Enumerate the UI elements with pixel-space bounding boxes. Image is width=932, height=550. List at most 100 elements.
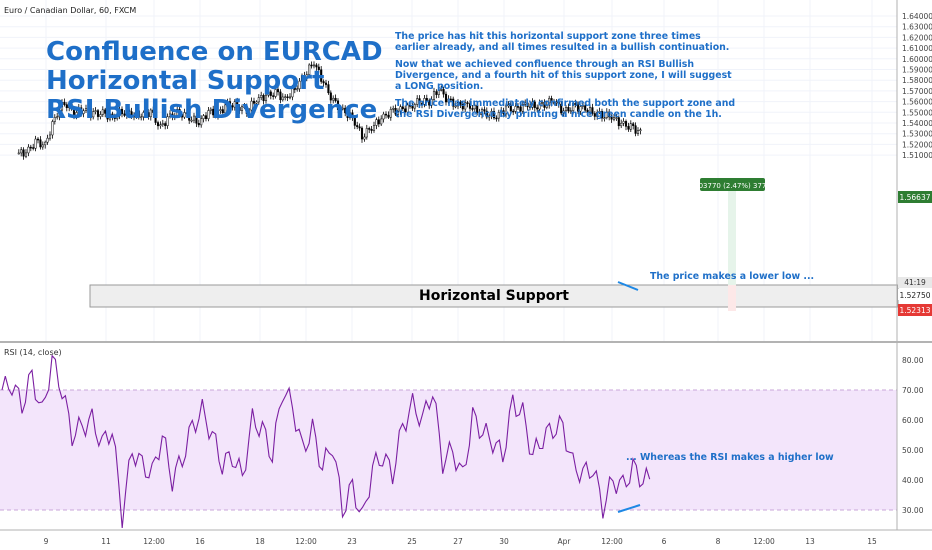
note-line: a LONG position. — [395, 81, 483, 92]
candle-body — [637, 131, 639, 134]
candle-body — [630, 124, 632, 130]
position-tool-label[interactable]: 0.03770 (2.47%) 377.0 — [692, 178, 773, 191]
candle-body — [23, 150, 25, 156]
current-price-badge: 1.52750 — [898, 289, 932, 300]
note-line: The price has hit this horizontal suppor… — [395, 31, 701, 42]
time-tick-label: 12:00 — [143, 537, 165, 546]
candle-body — [20, 150, 22, 153]
price-tick-label: 1.64000 — [902, 12, 932, 21]
price-tick-label: 1.62000 — [902, 33, 932, 42]
candle-body — [49, 135, 51, 138]
candle-body — [632, 124, 634, 126]
candle-body — [628, 126, 630, 129]
time-tick-label: 12:00 — [601, 537, 623, 546]
position-loss-zone — [728, 285, 736, 311]
support-zone-label: Horizontal Support — [419, 288, 569, 304]
candle-body — [378, 120, 380, 124]
time-tick-label: 27 — [453, 537, 463, 546]
target-price-badge: 1.56637 — [898, 191, 932, 203]
candle-body — [436, 92, 438, 95]
headline-line-3: RSI Bullish Divergence — [46, 95, 377, 125]
note-line: Now that we achieved confluence through … — [395, 59, 694, 70]
price-tick-label: 1.56000 — [902, 98, 932, 107]
rsi-title[interactable]: RSI (14, close) — [4, 348, 62, 357]
target-price-text: 1.56637 — [899, 193, 930, 202]
chart-canvas[interactable]: 0.03770 (2.47%) 377.0 Confluence on EURC… — [0, 0, 932, 550]
price-tick-label: 1.57000 — [902, 87, 932, 96]
time-tick-label: 11 — [101, 537, 111, 546]
candle-body — [28, 147, 30, 153]
candle-body — [385, 114, 387, 115]
candle-body — [366, 128, 368, 137]
candle-body — [359, 127, 361, 128]
price-tick-label: 1.63000 — [902, 23, 932, 32]
countdown-text: 41:19 — [904, 278, 926, 287]
analysis-notes: The price has hit this horizontal suppor… — [395, 31, 735, 120]
candle-body — [42, 145, 44, 147]
rsi-tick-label: 80.00 — [902, 356, 924, 365]
candle-body — [392, 108, 394, 109]
candle-body — [361, 128, 363, 139]
candle-body — [635, 126, 637, 134]
current-price-text: 1.52750 — [899, 291, 930, 300]
candle-body — [625, 121, 627, 126]
price-tick-label: 1.51000 — [902, 151, 932, 160]
time-tick-label: 30 — [499, 537, 509, 546]
candle-body — [390, 109, 392, 117]
candle-body — [364, 137, 366, 139]
candle-body — [40, 140, 42, 147]
candle-body — [18, 153, 20, 154]
symbol-title[interactable]: Euro / Canadian Dollar, 60, FXCM — [4, 6, 136, 15]
candle-body — [640, 130, 642, 131]
candle-body — [325, 83, 327, 85]
position-tool-text: 0.03770 (2.47%) 377.0 — [692, 182, 773, 190]
candle-body — [373, 125, 375, 130]
rsi-tick-label: 70.00 — [902, 386, 924, 395]
price-tick-label: 1.60000 — [902, 55, 932, 64]
time-tick-label: 13 — [805, 537, 815, 546]
time-tick-label: 18 — [255, 537, 265, 546]
time-tick-label: 25 — [407, 537, 417, 546]
candle-body — [47, 138, 49, 142]
headline-line-2: Horizontal Support — [46, 66, 324, 96]
headline-line-1: Confluence on EURCAD — [46, 37, 383, 67]
time-tick-label: 16 — [195, 537, 205, 546]
candle-body — [32, 148, 34, 149]
candle-body — [356, 125, 358, 126]
time-tick-label: 23 — [347, 537, 357, 546]
countdown-badge: 41:19 — [898, 277, 932, 288]
time-tick-label: 6 — [662, 537, 667, 546]
candle-body — [371, 129, 373, 130]
price-tick-label: 1.54000 — [902, 119, 932, 128]
note-line: Divergence, and a fourth hit of this sup… — [395, 70, 732, 81]
rsi-band — [0, 390, 897, 510]
stop-price-text: 1.52313 — [899, 306, 930, 315]
rsi-tick-label: 50.00 — [902, 446, 924, 455]
time-axis[interactable]: 9 11 12:00 16 18 12:00 23 25 27 30 Apr 12:00 6 8 12:00… — [44, 537, 877, 546]
candle-body — [388, 115, 390, 117]
price-tick-label: 1.53000 — [902, 130, 932, 139]
stop-price-badge: 1.52313 — [898, 304, 932, 316]
note-line: The price has immediately confirmed both… — [395, 98, 735, 109]
candle-body — [25, 153, 27, 156]
candle-body — [368, 128, 370, 129]
rsi-tick-label: 40.00 — [902, 476, 924, 485]
candle-body — [380, 119, 382, 124]
rsi-axis[interactable]: 80.00 70.00 60.00 50.00 40.00 30.00 — [902, 356, 924, 515]
candle-body — [37, 139, 39, 140]
rsi-tick-label: 30.00 — [902, 506, 924, 515]
time-tick-label: 15 — [867, 537, 877, 546]
price-tick-label: 1.58000 — [902, 76, 932, 85]
candle-body — [328, 85, 330, 93]
note-line: the RSI Divergence by printing a nice gr… — [395, 109, 722, 120]
time-tick-label: 12:00 — [295, 537, 317, 546]
time-tick-label: 8 — [716, 537, 721, 546]
price-tick-label: 1.55000 — [902, 108, 932, 117]
price-tick-label: 1.59000 — [902, 66, 932, 75]
candle-body — [35, 139, 37, 148]
lower-low-note: The price makes a lower low ... — [650, 271, 814, 282]
candle-body — [383, 114, 385, 119]
time-tick-label: Apr — [558, 537, 572, 546]
price-tick-label: 1.52000 — [902, 140, 932, 149]
